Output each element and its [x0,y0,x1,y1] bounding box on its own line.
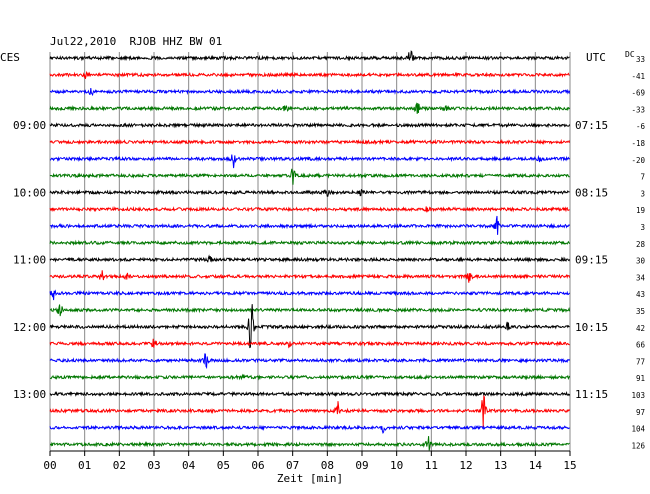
dc-offset-label-row-2: -69 [631,89,645,98]
x-tick-label-03: 03 [147,459,160,472]
trace-row-20 [49,390,571,398]
trace-row-17 [49,338,570,349]
trace-row-15 [49,304,571,317]
dc-offset-label-row-23: 126 [631,441,645,450]
x-tick-label-14: 14 [529,459,543,472]
trace-row-5 [49,138,571,146]
dc-offset-label-row-3: -33 [631,105,645,114]
left-time-label: 12:00 [13,321,46,334]
dc-offset-label-row-15: 35 [636,307,645,316]
dc-offset-label-row-6: -20 [631,156,645,165]
trace-row-1 [49,70,570,80]
left-time-label: 11:00 [13,254,46,267]
trace-row-4 [49,121,571,129]
right-time-label: 07:15 [575,119,608,132]
x-tick-label-10: 10 [390,459,403,472]
dc-offset-label-row-21: 97 [636,408,645,417]
dc-offset-label-row-5: -18 [631,139,645,148]
right-time-label: 08:15 [575,186,608,199]
x-tick-label-13: 13 [494,459,507,472]
dc-column-label: DC [625,50,635,59]
trace-row-9 [49,205,570,213]
x-tick-label-02: 02 [113,459,126,472]
dc-offset-label-row-9: 19 [636,206,645,215]
x-tick-label-12: 12 [459,459,472,472]
trace-row-13 [49,270,571,283]
trace-row-6 [49,154,570,169]
left-time-label: 10:00 [13,186,46,199]
trace-row-10 [49,215,570,235]
dc-offset-label-row-16: 42 [636,324,645,333]
x-tick-label-15: 15 [563,459,576,472]
left-time-label: 09:00 [13,119,46,132]
trace-row-16 [49,304,570,349]
dc-offset-label-row-10: 3 [640,223,645,232]
trace-row-3 [49,102,571,114]
dc-offset-label-row-1: -41 [631,72,645,81]
trace-layer [49,50,571,451]
dc-offset-label-row-8: 3 [640,189,645,198]
trace-row-7 [49,168,570,185]
dc-offset-label-row-18: 77 [636,357,645,366]
right-time-label: 10:15 [575,321,608,334]
right-axis-label: UTC [586,51,606,64]
trace-row-12 [49,254,571,263]
right-time-label: 11:15 [575,388,608,401]
x-tick-label-11: 11 [425,459,438,472]
dc-offset-label-row-17: 66 [636,341,646,350]
dc-offset-label-row-13: 34 [636,273,646,282]
label-layer: Jul22,2010 RJOB HHZ BW 01 CES UTC DC Zei… [0,35,645,485]
grid-layer [49,52,571,456]
x-tick-label-04: 04 [182,459,196,472]
dc-offset-label-row-20: 103 [631,391,645,400]
x-tick-label-07: 07 [286,459,299,472]
dc-offset-label-row-7: 7 [640,173,645,182]
x-tick-label-08: 08 [321,459,334,472]
x-axis-label: Zeit [min] [277,472,343,485]
dc-offset-label-row-11: 28 [636,240,646,249]
trace-row-2 [49,88,571,97]
trace-row-23 [50,436,570,451]
trace-row-8 [49,188,570,197]
dc-offset-label-row-12: 30 [636,257,646,266]
trace-row-22 [49,424,570,435]
x-tick-label-06: 06 [251,459,264,472]
trace-row-14 [49,289,570,301]
left-axis-label: CES [0,51,20,64]
right-time-label: 09:15 [575,254,608,267]
dc-offset-label-row-22: 104 [631,425,645,434]
trace-row-19 [49,373,571,381]
x-tick-label-00: 00 [43,459,56,472]
x-tick-label-09: 09 [355,459,368,472]
trace-row-11 [49,239,571,246]
trace-row-18 [49,353,570,370]
trace-row-0 [49,50,570,62]
dc-offset-label-row-14: 43 [636,290,645,299]
x-tick-label-01: 01 [78,459,91,472]
dc-offset-label-row-4: -6 [636,122,646,131]
x-tick-label-05: 05 [217,459,230,472]
left-time-label: 13:00 [13,388,46,401]
trace-row-21 [49,395,570,428]
dc-offset-label-row-0: 33 [636,55,645,64]
dc-offset-label-row-19: 91 [636,374,645,383]
chart-title: Jul22,2010 RJOB HHZ BW 01 [50,35,222,48]
